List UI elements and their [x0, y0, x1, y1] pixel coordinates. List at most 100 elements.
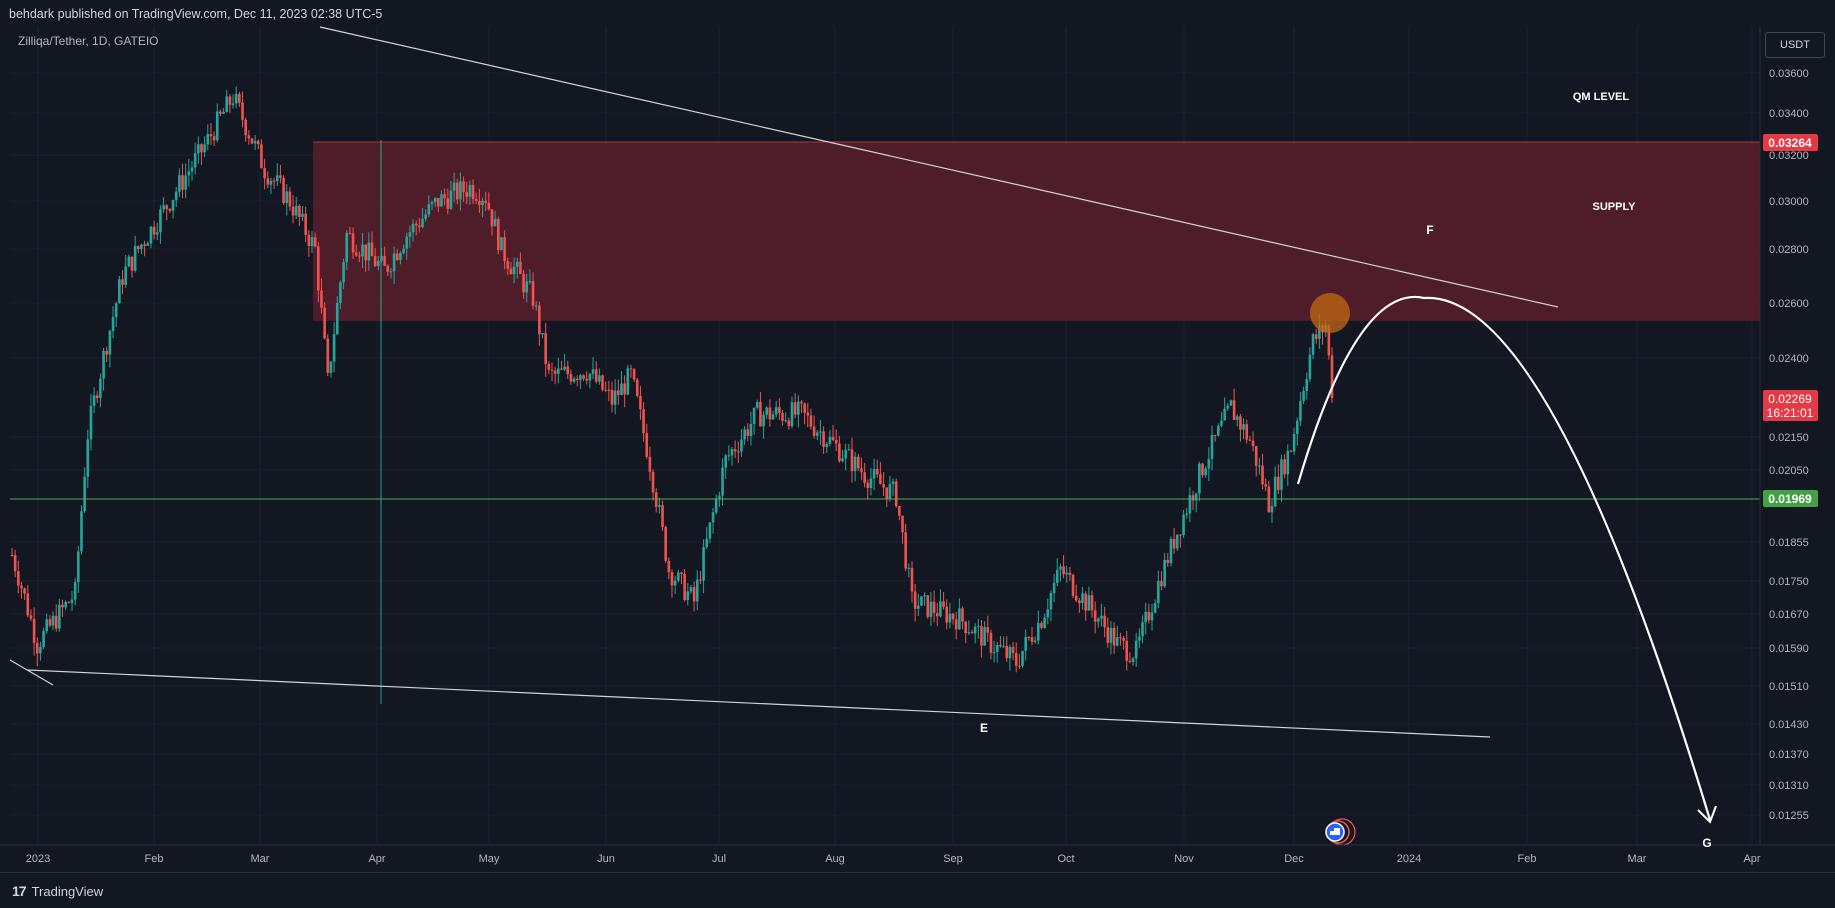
price-tick-label: 0.01670 [1769, 609, 1809, 621]
candle-body [282, 177, 285, 204]
candle-body [465, 192, 469, 197]
candle-body [291, 206, 295, 216]
candle-body [1046, 609, 1050, 618]
candle-body [386, 265, 390, 272]
candle-body [1014, 653, 1018, 666]
candle-body [604, 389, 607, 391]
candle-body [1251, 440, 1255, 447]
candle-body [54, 615, 58, 629]
candle-body [1011, 646, 1015, 654]
candle-body [260, 144, 263, 169]
candle-body [392, 253, 396, 272]
candle-body [1172, 538, 1176, 549]
support-price-tag: 0.01969 [1763, 490, 1818, 507]
candle-body [812, 426, 816, 436]
candle-body [932, 601, 936, 613]
candle-body [860, 468, 863, 473]
flag-event-icon[interactable] [1325, 818, 1356, 846]
price-chart[interactable]: Zilliqa/Tether, 1D, GATEIO 0.03600 0.0340… [0, 0, 1835, 872]
wave-g-label: G [1702, 836, 1711, 850]
wave-e-label: E [980, 721, 988, 735]
time-tick-label: Feb [1518, 853, 1537, 865]
candle-body [1049, 593, 1053, 610]
candle-body [288, 191, 292, 207]
candle-body [579, 375, 582, 381]
candle-body [784, 420, 787, 422]
support-price-label: 0.01969 [1768, 492, 1812, 506]
candle-body [1078, 600, 1081, 604]
candle-body [632, 369, 636, 380]
candle-body [165, 205, 169, 209]
candle-body [487, 202, 491, 210]
candle-body [1242, 424, 1245, 430]
candle-body [1220, 420, 1223, 426]
price-tick-label: 0.01590 [1769, 643, 1809, 655]
candle-body [970, 632, 974, 634]
candle-body [585, 378, 589, 381]
candle-body [866, 482, 870, 489]
candle-body [850, 449, 854, 472]
candle-body [534, 305, 538, 307]
currency-unit-button[interactable]: USDT [1765, 32, 1825, 58]
time-tick-label: Jun [597, 853, 615, 865]
candle-body [778, 407, 781, 413]
candle-body [920, 596, 923, 606]
candle-body [395, 253, 399, 260]
candle-body [986, 627, 990, 633]
candle-body [313, 237, 317, 247]
candle-body [1052, 582, 1056, 594]
price-axis[interactable]: 0.03600 0.03400 0.03200 0.03000 0.02800 0.026… [1769, 68, 1809, 822]
candle-body [427, 204, 431, 215]
candle-body [1043, 617, 1046, 628]
candle-body [168, 208, 172, 211]
candle-body [1027, 637, 1031, 639]
candle-body [872, 469, 876, 479]
candle-body [929, 601, 933, 617]
candle-body [1144, 611, 1147, 623]
candle-body [1002, 645, 1005, 647]
candle-body [320, 290, 323, 308]
candle-body [162, 205, 165, 210]
candle-body [481, 200, 484, 206]
candle-body [1150, 612, 1154, 621]
price-tick-label: 0.02600 [1769, 298, 1809, 310]
candle-body [771, 414, 775, 420]
candle-body [430, 202, 434, 205]
candle-body [1277, 476, 1280, 490]
candle-body [1128, 660, 1132, 662]
candle-body [1302, 390, 1305, 402]
last-price-label: 0.02269 [1768, 392, 1812, 406]
candle-body [591, 369, 595, 374]
candle-body [1033, 640, 1037, 642]
candle-body [910, 567, 914, 592]
candle-body [437, 198, 440, 207]
candle-body [377, 260, 380, 267]
candle-body [506, 261, 510, 269]
candle-body [774, 407, 778, 415]
candle-body [702, 547, 705, 581]
candle-body [882, 484, 885, 488]
price-tick-label: 0.02050 [1769, 465, 1809, 477]
candle-body [572, 378, 576, 382]
candle-body [155, 232, 159, 235]
candle-body [1188, 495, 1192, 514]
candle-body [620, 383, 623, 396]
candle-body [1254, 446, 1258, 466]
candle-body [942, 601, 945, 607]
candle-body [923, 595, 926, 597]
candle-body [10, 555, 14, 556]
time-axis[interactable]: 2023 Feb Mar Apr May Jun Jul Aug Sep Oct Nov Dec 202… [26, 853, 1761, 865]
candle-body [563, 366, 566, 370]
candle-body [215, 111, 219, 141]
candle-body [692, 587, 696, 602]
candle-body [926, 595, 930, 617]
candle-body [853, 456, 857, 472]
candle-body [841, 458, 844, 462]
candle-body [29, 615, 33, 619]
candle-body [279, 175, 282, 178]
candle-body [907, 567, 911, 569]
supply-zone [313, 142, 1760, 321]
candle-body [885, 487, 889, 500]
tradingview-logo[interactable]: 17 TradingView [12, 883, 103, 899]
candle-body [1138, 636, 1141, 641]
